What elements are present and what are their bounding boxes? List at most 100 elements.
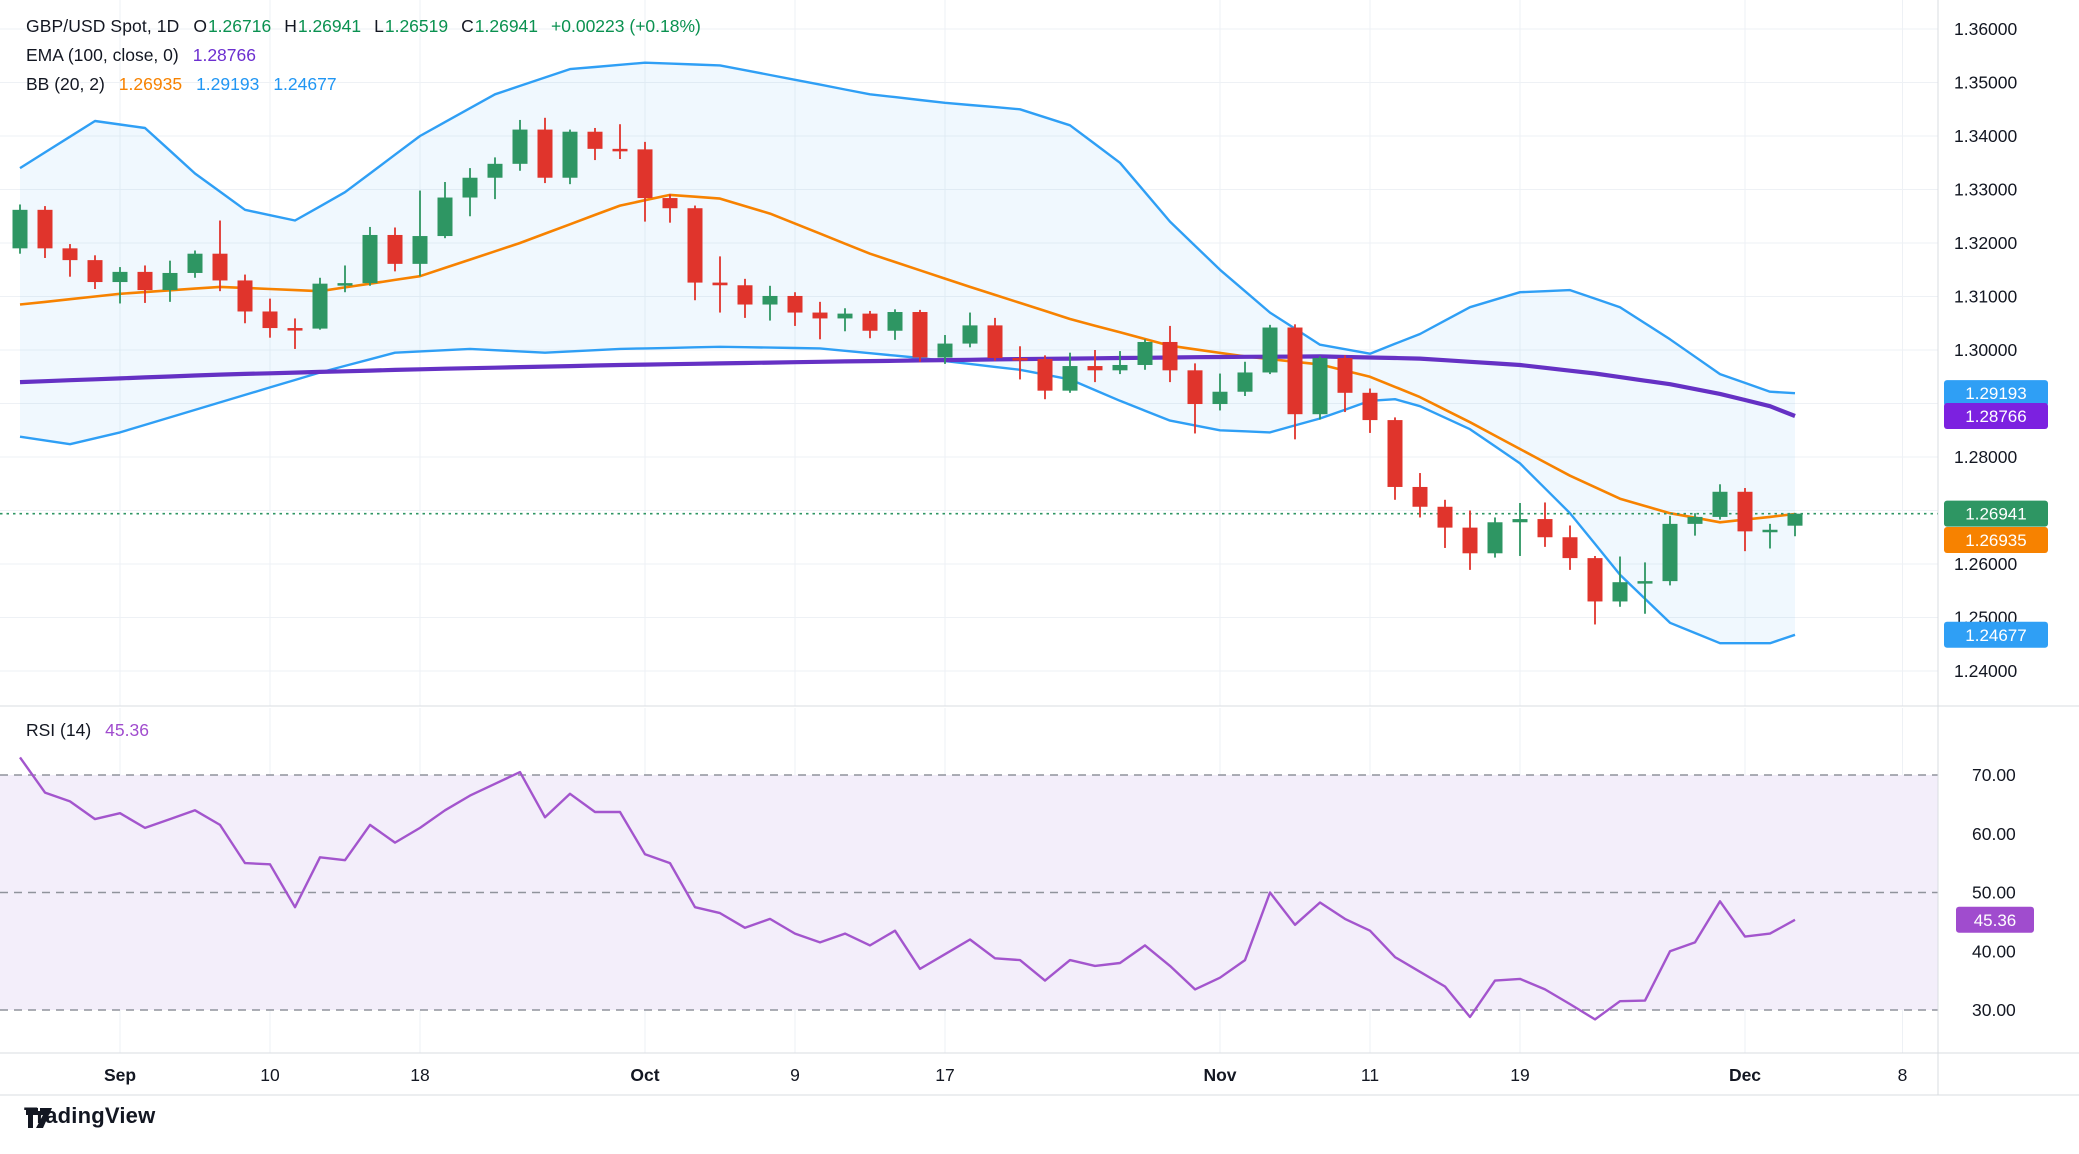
candle[interactable] [1087, 350, 1103, 383]
candle[interactable] [1062, 352, 1078, 393]
close-value: 1.26941 [474, 16, 539, 36]
candle[interactable] [362, 226, 378, 286]
candle[interactable] [37, 206, 53, 258]
candle[interactable] [1187, 363, 1203, 434]
tradingview-watermark[interactable]: TradingView [24, 1103, 155, 1129]
candle[interactable] [337, 265, 353, 293]
candle[interactable] [787, 292, 803, 326]
candle[interactable] [1587, 555, 1603, 625]
candle[interactable] [1662, 515, 1678, 586]
candle[interactable] [1162, 325, 1178, 383]
candle-body [1462, 527, 1478, 554]
candle[interactable] [662, 194, 678, 223]
candle[interactable] [262, 298, 278, 338]
candle[interactable] [112, 267, 128, 304]
candle[interactable] [1687, 513, 1703, 536]
candle[interactable] [1362, 388, 1378, 433]
candle[interactable] [12, 204, 28, 254]
low-value: 1.26519 [384, 16, 449, 36]
candle[interactable] [1787, 513, 1803, 537]
candle[interactable] [987, 317, 1003, 361]
candle[interactable] [812, 301, 828, 340]
candle[interactable] [887, 309, 903, 340]
symbol-title: GBP/USD Spot, 1D [26, 16, 180, 36]
candle[interactable] [1337, 355, 1353, 413]
candle[interactable] [1312, 356, 1328, 420]
candle[interactable] [1212, 373, 1228, 411]
candle[interactable] [437, 182, 453, 239]
candle-body [1387, 420, 1403, 487]
candle-body [812, 312, 828, 319]
candle[interactable] [1537, 502, 1553, 547]
candle[interactable] [637, 141, 653, 222]
candle[interactable] [837, 308, 853, 332]
candle[interactable] [87, 255, 103, 290]
candle[interactable] [737, 278, 753, 318]
candle-body [1637, 581, 1653, 584]
candle[interactable] [562, 129, 578, 185]
candle[interactable] [862, 310, 878, 339]
time-axis[interactable]: Sep 10 18 Oct 9 17 Nov 11 19 Dec 8 [104, 1065, 1907, 1085]
candle[interactable] [537, 117, 553, 184]
candle[interactable] [1412, 473, 1428, 518]
candle[interactable] [1762, 523, 1778, 549]
time-tick-label: 11 [1361, 1065, 1379, 1085]
ema-legend-row[interactable]: EMA (100, close, 0) 1.28766 [26, 45, 701, 74]
candle[interactable] [1012, 346, 1028, 380]
candle[interactable] [1562, 525, 1578, 570]
rsi-axis[interactable]: 70.00 60.00 50.00 40.00 30.00 [1972, 765, 2016, 1020]
bb-upper-value: 1.29193 [196, 74, 260, 94]
price-tick-label: 1.28000 [1954, 447, 2018, 467]
candle[interactable] [612, 124, 628, 160]
candle[interactable] [962, 312, 978, 348]
candle[interactable] [212, 220, 228, 292]
price-axis[interactable]: 1.36000 1.35000 1.34000 1.33000 1.32000 1.310… [1954, 19, 2018, 681]
candle-body [1437, 506, 1453, 528]
candle[interactable] [712, 256, 728, 313]
candle[interactable] [512, 119, 528, 171]
candle[interactable] [187, 250, 203, 278]
candle[interactable] [387, 227, 403, 272]
price-axis-badge-bg [1944, 380, 2048, 407]
candle[interactable] [1262, 324, 1278, 375]
candle[interactable] [462, 168, 478, 217]
candle[interactable] [1612, 556, 1628, 607]
candle[interactable] [912, 309, 928, 362]
candle[interactable] [1462, 510, 1478, 570]
candle[interactable] [1387, 417, 1403, 500]
candle-body [837, 313, 853, 319]
candle[interactable] [162, 260, 178, 302]
price-tick-label: 1.34000 [1954, 126, 2018, 146]
candle[interactable] [1487, 517, 1503, 558]
candle[interactable] [237, 274, 253, 324]
candle[interactable] [762, 285, 778, 321]
bb-legend-row[interactable]: BB (20, 2) 1.26935 1.29193 1.24677 [26, 74, 701, 103]
candle[interactable] [1037, 355, 1053, 400]
high-value: 1.26941 [297, 16, 362, 36]
candle[interactable] [312, 277, 328, 330]
candle[interactable] [62, 244, 78, 277]
candle-body [1737, 491, 1753, 532]
candle[interactable] [1712, 484, 1728, 520]
candle[interactable] [1137, 339, 1153, 370]
time-tick-label: 17 [935, 1065, 954, 1085]
candle[interactable] [1112, 351, 1128, 375]
candle[interactable] [1737, 488, 1753, 552]
candle[interactable] [487, 157, 503, 200]
candle[interactable] [1637, 562, 1653, 614]
bb-fill-area [20, 62, 1795, 644]
candle[interactable] [1237, 361, 1253, 397]
candle[interactable] [1437, 499, 1453, 548]
candle[interactable] [937, 335, 953, 364]
candle[interactable] [1512, 503, 1528, 556]
symbol-legend-row[interactable]: GBP/USD Spot, 1D O 1.26716 H 1.26941 L 1.26… [26, 16, 701, 45]
rsi-legend-row[interactable]: RSI (14) 45.36 [26, 720, 149, 741]
candle[interactable] [287, 318, 303, 349]
candle[interactable] [412, 190, 428, 277]
candle[interactable] [137, 265, 153, 303]
candle[interactable] [687, 205, 703, 301]
candle[interactable] [587, 127, 603, 161]
candles-layer[interactable] [12, 117, 1803, 625]
candle[interactable] [1287, 324, 1303, 440]
